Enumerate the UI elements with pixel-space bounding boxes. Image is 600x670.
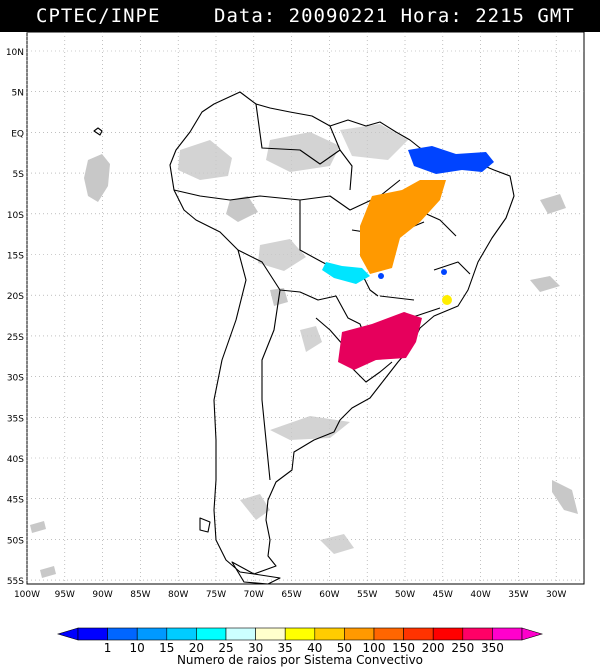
lightning-legend: 1 10 15 20 25 30 35 40 50 100 150 200 250 350 (56, 627, 544, 655)
south-america-coast (169, 91, 515, 575)
lat-label: 40S (7, 455, 24, 465)
legend-swatch (462, 627, 493, 641)
legend-swatch (225, 627, 256, 641)
lon-label: 100W (14, 590, 40, 600)
lat-label: 25S (7, 333, 24, 343)
lon-label: 60W (319, 590, 339, 600)
cs-isolated-blue-1 (378, 273, 384, 279)
legend-swatch (196, 627, 227, 641)
source-label: CPTEC/INPE (36, 5, 161, 27)
legend-arrow-left (56, 627, 79, 641)
legend-tick: 250 (451, 641, 474, 655)
cs-central (360, 180, 446, 274)
cs-centre-west (322, 262, 370, 284)
legend-swatch (492, 627, 523, 641)
cs-south (338, 312, 422, 370)
legend-swatch (403, 627, 434, 641)
lon-label: 35W (508, 590, 528, 600)
legend-tick: 15 (159, 641, 174, 655)
lat-label: 5N (12, 89, 24, 99)
lat-label: 5S (13, 170, 25, 180)
lon-label: 80W (168, 590, 188, 600)
cs-south-east (442, 295, 452, 305)
legend-tick: 40 (307, 641, 322, 655)
cloud-cover (30, 124, 578, 578)
lon-label: 40W (470, 590, 490, 600)
legend-tick: 50 (337, 641, 352, 655)
lon-label: 55W (357, 590, 377, 600)
map-header: CPTEC/INPE Data: 20090221 Hora: 2215 GMT (0, 0, 600, 32)
legend-arrow-right (521, 627, 544, 641)
legend-tick: 10 (130, 641, 145, 655)
legend-tick: 25 (218, 641, 233, 655)
map-frame (26, 31, 585, 585)
legend-tick: 350 (481, 641, 504, 655)
map-grid (26, 32, 584, 584)
legend-title: Numero de raios por Sistema Convectivo (177, 653, 423, 667)
legend-swatch (107, 627, 138, 641)
datetime-label: Data: 20090221 Hora: 2215 GMT (214, 5, 575, 27)
lat-label: 20S (7, 292, 24, 302)
lat-label: 55S (7, 577, 24, 587)
lat-label: 15S (7, 252, 24, 262)
legend-swatch (166, 627, 197, 641)
legend-tick: 35 (278, 641, 293, 655)
cs-north-east (408, 146, 494, 174)
legend-tick: 1 (104, 641, 112, 655)
convective-systems (322, 146, 494, 370)
legend-swatch (136, 627, 168, 641)
longitude-labels: 100W 95W 90W 85W 80W 75W 70W 65W 60W 55W 50W 45W 40W… (14, 590, 567, 600)
lat-label: 10N (6, 48, 24, 58)
lon-label: 70W (244, 590, 264, 600)
legend-swatch (284, 627, 316, 641)
lon-label: 65W (281, 590, 301, 600)
lon-label: 95W (55, 590, 75, 600)
lon-label: 30W (546, 590, 566, 600)
lon-label: 50W (395, 590, 415, 600)
legend-tick: 30 (248, 641, 263, 655)
country-borders (173, 103, 471, 481)
tierra-del-fuego (231, 561, 281, 585)
legend-swatch (255, 627, 286, 641)
lon-label: 90W (92, 590, 112, 600)
legend-swatch (314, 627, 345, 641)
lat-label: 50S (7, 536, 24, 546)
cs-isolated-blue-2 (441, 269, 447, 275)
legend-swatch (432, 627, 464, 641)
lon-label: 75W (206, 590, 226, 600)
lat-label: 35S (7, 414, 24, 424)
legend-swatch (344, 627, 375, 641)
lat-label: EQ (11, 129, 24, 139)
legend-swatch (373, 627, 404, 641)
legend-tick: 20 (189, 641, 204, 655)
lat-label: 45S (7, 496, 24, 506)
legend-tick: 100 (363, 641, 386, 655)
legend-swatch (77, 627, 108, 641)
continent-outline (93, 91, 515, 585)
legend-tick: 200 (422, 641, 445, 655)
legend-tick: 150 (392, 641, 415, 655)
latitude-labels: 10N 5N EQ 5S 10S 15S 20S 25S 30S 35S 40S 45S 50S 55S (6, 48, 24, 587)
lat-label: 30S (7, 374, 24, 384)
lat-label: 10S (7, 211, 24, 221)
lon-label: 85W (130, 590, 150, 600)
lon-label: 45W (433, 590, 453, 600)
